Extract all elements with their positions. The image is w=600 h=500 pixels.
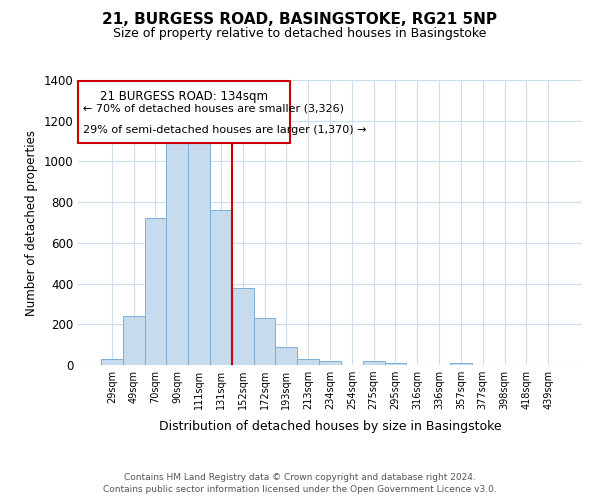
Bar	[188, 137, 210, 365]
Bar	[101, 359, 123, 365]
X-axis label: Distribution of detached houses by size in Basingstoke: Distribution of detached houses by size …	[158, 420, 502, 434]
Bar	[297, 359, 319, 365]
Text: Contains HM Land Registry data © Crown copyright and database right 2024.: Contains HM Land Registry data © Crown c…	[124, 472, 476, 482]
Text: 29% of semi-detached houses are larger (1,370) →: 29% of semi-detached houses are larger (…	[83, 126, 367, 136]
Bar	[145, 218, 166, 365]
Text: Size of property relative to detached houses in Basingstoke: Size of property relative to detached ho…	[113, 28, 487, 40]
Bar	[450, 363, 472, 365]
Text: 21, BURGESS ROAD, BASINGSTOKE, RG21 5NP: 21, BURGESS ROAD, BASINGSTOKE, RG21 5NP	[103, 12, 497, 28]
Text: ← 70% of detached houses are smaller (3,326): ← 70% of detached houses are smaller (3,…	[83, 104, 344, 114]
Bar	[166, 141, 188, 365]
Text: 21 BURGESS ROAD: 134sqm: 21 BURGESS ROAD: 134sqm	[100, 90, 268, 103]
Bar	[232, 288, 254, 365]
Bar	[385, 363, 406, 365]
Bar	[123, 316, 145, 365]
Bar	[210, 210, 232, 365]
Bar	[275, 346, 297, 365]
Text: Contains public sector information licensed under the Open Government Licence v3: Contains public sector information licen…	[103, 485, 497, 494]
Y-axis label: Number of detached properties: Number of detached properties	[25, 130, 38, 316]
FancyBboxPatch shape	[78, 82, 290, 142]
Bar	[319, 361, 341, 365]
Bar	[363, 361, 385, 365]
Bar	[254, 318, 275, 365]
